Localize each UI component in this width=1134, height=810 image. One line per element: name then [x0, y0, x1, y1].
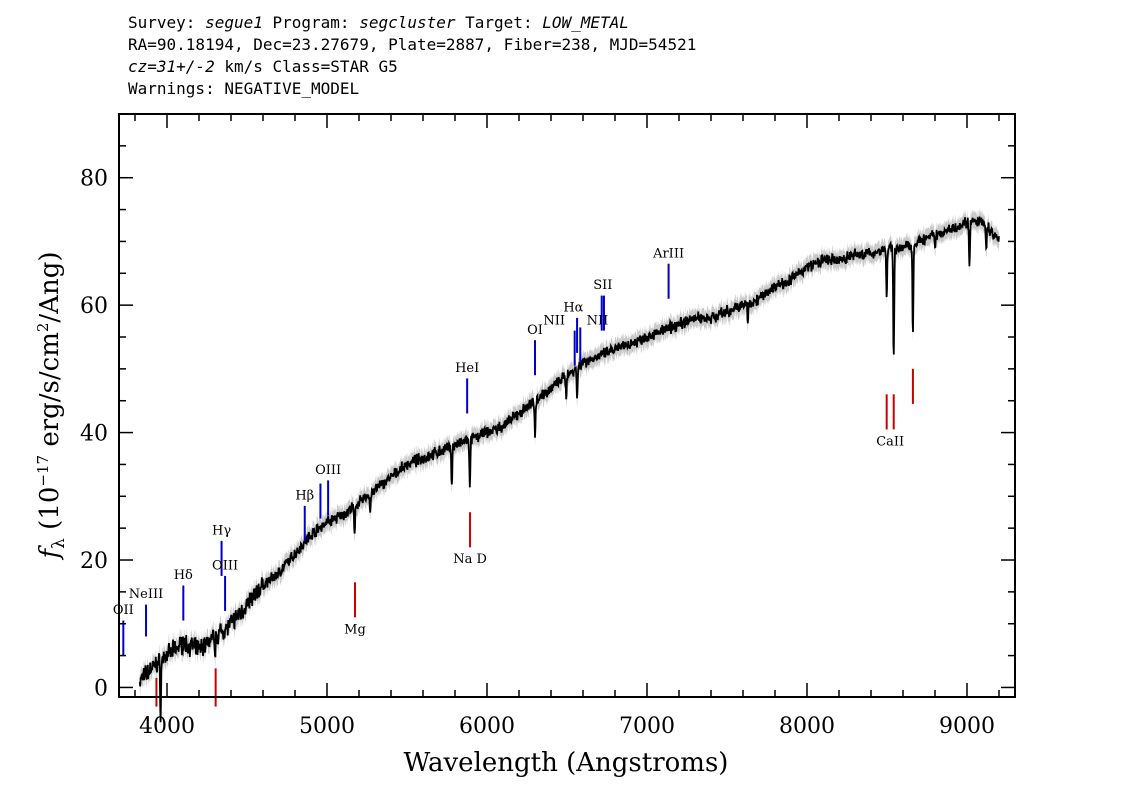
y-tick-label: 80 [80, 167, 108, 192]
header-line-class: cz=31+/-2 km/s Class=STAR G5 [128, 57, 398, 76]
y-tick-label: 60 [80, 294, 108, 319]
y-tick-label: 0 [94, 676, 108, 701]
emission-line-label: Hδ [174, 568, 193, 583]
x-tick-label: 8000 [779, 714, 835, 739]
spectrum-header: Survey: segue1 Program: segcluster Targe… [128, 12, 696, 100]
error-band [139, 207, 1000, 732]
flux-series-line [138, 216, 1000, 723]
emission-line-label: SII [593, 278, 612, 293]
absorption-line-label: Na D [453, 552, 487, 567]
survey-name: segue1 [205, 13, 263, 32]
header-line-coords: RA=90.18194, Dec=23.27679, Plate=2887, F… [128, 35, 697, 54]
plot-frame [118, 113, 1016, 698]
x-tick-label: 7000 [619, 714, 675, 739]
emission-line-label: Hα [563, 301, 583, 316]
emission-line-label: NeIII [129, 587, 163, 602]
emission-line-label: OIII [315, 463, 341, 478]
redshift-value: cz=31+/-2 [128, 57, 215, 76]
program-name: segcluster [359, 13, 456, 32]
flux-layer [138, 216, 1000, 723]
y-axis-label: fλ (10−17 erg/s/cm2/Ang) [34, 252, 69, 561]
emission-line-label: Hβ [295, 488, 314, 503]
emission-line-label: OIII [212, 559, 238, 574]
absorption-line-label: Mg [344, 622, 366, 637]
emission-line-label: NII [543, 313, 565, 328]
y-tick-label: 20 [80, 549, 108, 574]
emission-line-label: NII [587, 313, 609, 328]
x-tick-label: 6000 [459, 714, 515, 739]
emission-line-label: HeI [455, 361, 479, 376]
emission-line-label: OI [527, 323, 543, 338]
spectral-lines-layer: OIINeIIIHδHγOIIIHβOIIIHeIOINIIHαNIISIIAr… [113, 246, 914, 707]
axes-layer: 4000 5000 6000 7000 8000 9000 0 20 40 60 80 [80, 113, 1016, 739]
x-tick-label: 4000 [139, 714, 195, 739]
absorption-line-label: CaII [876, 434, 904, 449]
x-tick-label: 9000 [939, 714, 995, 739]
emission-line-label: Hγ [212, 524, 231, 539]
header-line-warnings: Warnings: NEGATIVE_MODEL [128, 79, 360, 98]
x-tick-label: 5000 [299, 714, 355, 739]
emission-line-label: OII [113, 603, 134, 618]
header-line-survey: Survey: segue1 Program: segcluster Targe… [128, 13, 629, 32]
y-tick-label: 40 [80, 422, 108, 447]
emission-line-label: ArIII [652, 246, 684, 261]
target-name: LOW_METAL [542, 13, 629, 32]
error-band-layer [139, 207, 1000, 732]
x-axis-label: Wavelength (Angstroms) [404, 748, 729, 778]
